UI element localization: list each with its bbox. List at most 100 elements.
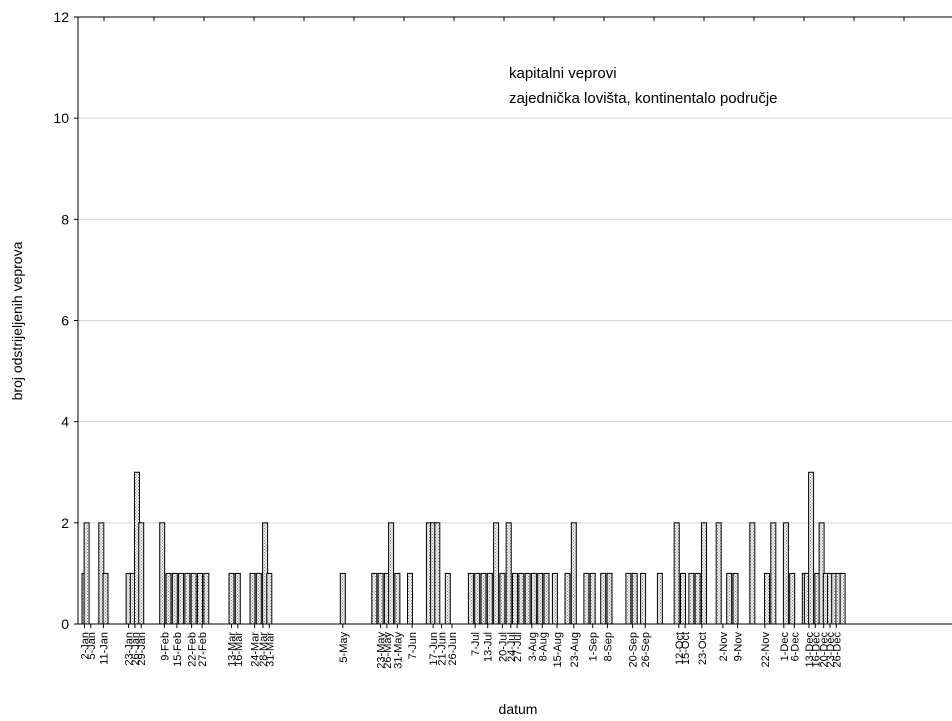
bar [486, 572, 493, 625]
bar [266, 572, 273, 625]
x-tick-label: 20-Sep [628, 632, 640, 667]
bar [371, 572, 378, 625]
bar [715, 522, 722, 625]
bar [228, 572, 235, 625]
bar [102, 572, 109, 625]
bar [732, 572, 739, 625]
x-tick-label: 7-Jul [470, 632, 482, 656]
x-tick-label: 26-Sep [640, 632, 652, 667]
bar [640, 572, 647, 625]
bar [673, 522, 680, 625]
bar [808, 471, 815, 625]
bar [694, 572, 701, 625]
x-tick-label: 5-May [338, 632, 350, 663]
bar [631, 572, 638, 625]
x-tick-label: 23-Oct [697, 632, 709, 665]
bar [680, 572, 686, 625]
bar [444, 572, 451, 625]
bar [138, 522, 145, 625]
bar [782, 522, 789, 625]
x-tick-label: 13-Dec [804, 632, 816, 668]
x-tick-label: 29-Jan [136, 632, 148, 666]
bar [203, 572, 210, 625]
y-tick-label: 8 [61, 211, 69, 227]
x-tick-label: 15-Feb [172, 632, 184, 667]
x-tick-label: 7-Jun [407, 632, 419, 660]
y-tick-label: 6 [61, 313, 69, 329]
bar [764, 572, 770, 625]
bar [159, 522, 166, 625]
bar [543, 572, 550, 625]
x-tick-label: 1-Sep [588, 632, 600, 661]
bar [255, 572, 262, 625]
x-tick-label: 5-Jan [86, 632, 98, 660]
x-tick-label: 23-Aug [569, 632, 581, 667]
x-tick-label: 16-Dec [810, 632, 822, 668]
bar [512, 572, 518, 625]
x-tick-label: 8-Sep [602, 632, 614, 661]
x-tick-label: 8-Aug [537, 632, 549, 661]
bar [589, 572, 596, 625]
bar [467, 572, 474, 625]
bar [839, 572, 846, 625]
annotation-title: kapitalni veprovi [509, 65, 617, 82]
x-tick-label: 15-Aug [552, 632, 564, 667]
bar [388, 522, 395, 625]
x-tick-label: 22-Nov [760, 632, 772, 668]
x-tick-label: 24-Mar [250, 632, 262, 667]
x-tick-label: 6-Dec [789, 632, 801, 662]
x-tick-label: 27-Jul [512, 632, 524, 662]
x-tick-label: 11-Jan [98, 632, 110, 665]
bar [83, 522, 90, 625]
x-tick-label: 20-Dec [819, 632, 831, 668]
bar [184, 572, 191, 625]
x-tick-label: 23-Dec [825, 632, 837, 668]
bar [789, 572, 796, 625]
x-tick-label: 13-Mar [227, 632, 239, 667]
bar [434, 522, 441, 625]
x-tick-label: 20-Jul [497, 632, 509, 662]
bar [165, 572, 172, 625]
x-tick-label: 16-Mar [233, 632, 245, 667]
x-tick-label: 13-Jul [483, 632, 495, 662]
bar [600, 572, 607, 625]
bar [570, 522, 577, 625]
bar [505, 522, 512, 625]
x-tick-label: 9-Nov [733, 632, 745, 662]
x-tick-label: 24-Jul [506, 632, 518, 662]
x-tick-label: 12-Oct [674, 632, 686, 665]
bar [234, 572, 241, 625]
x-tick-label: 17-Jun [428, 632, 440, 666]
y-tick-label: 10 [53, 110, 69, 126]
bar [394, 572, 401, 625]
x-tick-label: 23-Jan [124, 632, 136, 666]
x-tick-label: 27-Feb [197, 632, 209, 667]
x-tick-label: 23-May [376, 632, 388, 669]
bar [249, 572, 256, 625]
bar [625, 572, 632, 625]
x-tick-label: 28-Mar [258, 632, 270, 667]
x-tick-label: 26-Dec [831, 632, 843, 668]
bar [530, 572, 537, 625]
bar [499, 572, 506, 625]
bar [551, 572, 558, 625]
y-tick-label: 0 [61, 616, 69, 632]
bar [178, 572, 185, 625]
bar [407, 572, 413, 625]
bar [701, 522, 707, 625]
bar [688, 572, 695, 625]
bar [197, 572, 203, 625]
bar [493, 522, 500, 625]
x-tick-label: 1-Dec [779, 632, 791, 662]
y-tick-label: 4 [61, 414, 69, 430]
bar [171, 572, 178, 625]
x-tick-label: 26-Jun [447, 632, 459, 666]
bar [656, 572, 663, 625]
x-tick-label: 2-Jan [80, 632, 92, 660]
x-tick-label: 9-Feb [159, 632, 171, 661]
bar [749, 522, 756, 625]
bar [474, 572, 481, 625]
x-tick-label: 21-Jun [437, 632, 449, 666]
bar [518, 572, 525, 625]
annotation-subtitle: zajednička lovišta, kontinentalo područj… [509, 90, 778, 107]
